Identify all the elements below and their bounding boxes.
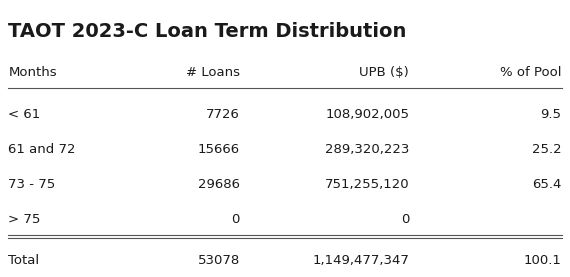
Text: 53078: 53078 xyxy=(198,254,240,267)
Text: % of Pool: % of Pool xyxy=(500,66,561,79)
Text: 751,255,120: 751,255,120 xyxy=(324,178,409,191)
Text: 73 - 75: 73 - 75 xyxy=(9,178,56,191)
Text: 9.5: 9.5 xyxy=(540,107,561,120)
Text: # Loans: # Loans xyxy=(186,66,240,79)
Text: 100.1: 100.1 xyxy=(524,254,561,267)
Text: 289,320,223: 289,320,223 xyxy=(325,143,409,156)
Text: UPB ($): UPB ($) xyxy=(360,66,409,79)
Text: 29686: 29686 xyxy=(198,178,240,191)
Text: < 61: < 61 xyxy=(9,107,40,120)
Text: Total: Total xyxy=(9,254,39,267)
Text: Months: Months xyxy=(9,66,57,79)
Text: > 75: > 75 xyxy=(9,214,41,226)
Text: 7726: 7726 xyxy=(206,107,240,120)
Text: 0: 0 xyxy=(231,214,240,226)
Text: 61 and 72: 61 and 72 xyxy=(9,143,76,156)
Text: 108,902,005: 108,902,005 xyxy=(325,107,409,120)
Text: 65.4: 65.4 xyxy=(532,178,561,191)
Text: 15666: 15666 xyxy=(198,143,240,156)
Text: TAOT 2023-C Loan Term Distribution: TAOT 2023-C Loan Term Distribution xyxy=(9,22,407,41)
Text: 1,149,477,347: 1,149,477,347 xyxy=(312,254,409,267)
Text: 0: 0 xyxy=(401,214,409,226)
Text: 25.2: 25.2 xyxy=(532,143,561,156)
